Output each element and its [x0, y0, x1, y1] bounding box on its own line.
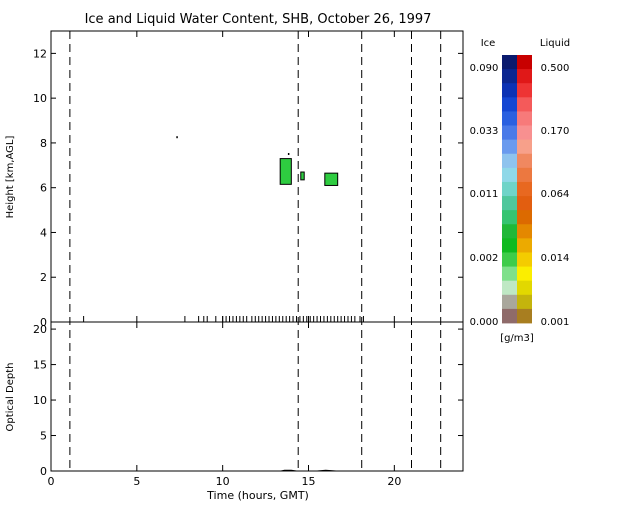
y-tick-label-optical-depth: 15 — [33, 359, 47, 372]
height-panel-frame — [50, 30, 464, 323]
colorbar-liquid-tick-label: 0.001 — [541, 317, 570, 328]
cloud-patch — [300, 171, 305, 181]
colorbar-ice-label: Ice — [481, 38, 496, 49]
x-tick-label: 10 — [216, 475, 230, 488]
colorbar-liquid-swatch — [517, 69, 532, 84]
y-tick-label-optical-depth: 10 — [33, 394, 47, 407]
y-tick-label-height: 10 — [33, 92, 47, 105]
y-tick-label-optical-depth: 20 — [33, 323, 47, 336]
colorbar-ice-swatch — [502, 111, 517, 126]
optical-depth-panel-frame — [50, 321, 464, 472]
colorbar-liquid-swatch — [517, 294, 532, 310]
colorbar-ice-swatch — [502, 266, 517, 282]
colorbar-liquid-tick-label: 0.170 — [541, 126, 570, 137]
y-tick-label-height: 2 — [40, 271, 47, 284]
colorbar-liquid-swatch — [517, 210, 532, 225]
colorbar-ice-tick-label: 0.002 — [470, 253, 499, 264]
colorbar-liquid-swatch — [517, 83, 532, 98]
colorbar-ice-swatch — [502, 97, 517, 112]
x-tick-label: 20 — [387, 475, 401, 488]
colorbar-liquid-swatch — [517, 153, 532, 169]
colorbar-ice-swatch — [502, 83, 517, 98]
colorbar-liquid-label: Liquid — [540, 38, 570, 49]
colorbar-ice-swatch — [502, 224, 517, 239]
cloud-point — [287, 152, 290, 155]
colorbar-ice-swatch — [502, 252, 517, 267]
colorbar-ice-swatch — [502, 69, 517, 84]
y-axis-label-height: Height [km,AGL] — [5, 136, 16, 219]
y-tick-label-height: 6 — [40, 182, 47, 195]
x-axis-label: Time (hours, GMT) — [206, 489, 309, 502]
colorbar-ice-tick-label: 0.090 — [470, 63, 499, 74]
colorbar-liquid-swatch — [517, 196, 532, 211]
colorbar-ice-tick-label: 0.011 — [470, 189, 499, 200]
colorbar-ice-swatch — [502, 210, 517, 225]
colorbar-liquid-tick-label: 0.064 — [541, 189, 570, 200]
chart-title: Ice and Liquid Water Content, SHB, Octob… — [85, 12, 432, 27]
y-tick-label-optical-depth: 0 — [40, 465, 47, 478]
x-tick-label: 15 — [302, 475, 316, 488]
colorbar-ice-swatch — [502, 139, 517, 155]
cloud-patch — [324, 172, 339, 186]
y-tick-label-height: 4 — [40, 226, 47, 239]
colorbar-liquid-tick-label: 0.500 — [541, 63, 570, 74]
height-panel: 0 2 4 6 8 10 12 — [33, 30, 464, 471]
colorbar-liquid-swatch — [517, 224, 532, 239]
colorbar-liquid-swatch — [517, 238, 532, 253]
y-axis-label-optical-depth: Optical Depth — [5, 363, 16, 432]
colorbar-liquid-tick-label: 0.014 — [541, 253, 570, 264]
colorbar: Ice Liquid [g/m3] 0.090 0.500 0.033 0.170 0.… — [470, 38, 570, 344]
y-tick-label-height: 12 — [33, 47, 47, 60]
colorbar-liquid-swatch — [517, 266, 532, 282]
colorbar-liquid-swatch — [517, 308, 532, 324]
colorbar-liquid-swatch — [517, 139, 532, 155]
colorbar-ice-swatch — [502, 125, 517, 141]
y-tick-label-height: 0 — [40, 316, 47, 329]
y-tick-label-optical-depth: 5 — [40, 430, 47, 443]
colorbar-liquid-swatch — [517, 167, 532, 183]
colorbar-liquid-swatch — [517, 97, 532, 112]
cloud-patch — [279, 158, 292, 185]
colorbar-liquid-swatch — [517, 55, 532, 70]
colorbar-ice-swatch — [502, 55, 517, 70]
cloud-point — [176, 136, 178, 139]
colorbar-liquid-swatch — [517, 280, 532, 296]
colorbar-ice-tick-label: 0.000 — [470, 317, 499, 328]
x-tick-label: 0 — [48, 475, 55, 488]
colorbar-ice-swatch — [502, 280, 517, 296]
colorbar-liquid-swatch — [517, 181, 532, 197]
colorbar-units: [g/m3] — [500, 333, 534, 344]
colorbar-liquid-swatch — [517, 111, 532, 126]
colorbar-ice-swatch — [502, 238, 517, 253]
colorbar-liquid-swatch — [517, 125, 532, 141]
colorbar-ice-swatch — [502, 153, 517, 169]
colorbar-ice-swatch — [502, 167, 517, 183]
colorbar-ice-swatch — [502, 308, 517, 324]
colorbar-ice-swatch — [502, 196, 517, 211]
colorbar-ice-swatch — [502, 294, 517, 310]
colorbar-ice-tick-label: 0.033 — [470, 126, 499, 137]
colorbar-ice-swatch — [502, 181, 517, 197]
colorbar-liquid-swatch — [517, 252, 532, 267]
x-tick-label: 5 — [133, 475, 140, 488]
y-tick-label-height: 8 — [40, 137, 47, 150]
optical-depth-line — [51, 469, 463, 472]
